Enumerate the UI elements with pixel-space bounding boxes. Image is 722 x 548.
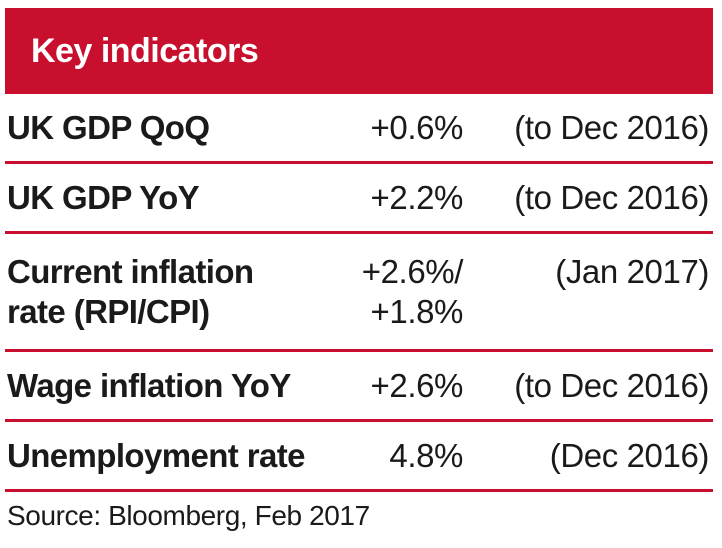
indicator-row-gdp-yoy: UK GDP YoY +2.2% (to Dec 2016) <box>5 164 713 234</box>
indicator-period: (Jan 2017) <box>555 253 709 290</box>
indicator-row-inflation: Current inflation rate (RPI/CPI) +2.6%/ … <box>5 234 713 352</box>
indicator-period: (Dec 2016) <box>549 436 710 474</box>
indicator-label: UK GDP YoY <box>7 178 200 216</box>
indicator-label: UK GDP QoQ <box>7 108 210 146</box>
indicator-row-gdp-qoq: UK GDP QoQ +0.6% (to Dec 2016) <box>5 94 713 164</box>
indicator-label: Current inflation rate (RPI/CPI) <box>7 252 254 330</box>
indicator-period: (to Dec 2016) <box>514 178 709 216</box>
indicator-label: Unemployment rate <box>7 436 305 474</box>
indicator-value: +0.6% <box>370 108 464 146</box>
panel-header: Key indicators <box>5 8 713 94</box>
key-indicators-panel: Key indicators UK GDP QoQ +0.6% (to Dec … <box>5 8 713 532</box>
indicator-label: Wage inflation YoY <box>7 366 291 404</box>
indicator-value: +2.6% <box>370 366 464 404</box>
indicator-row-wage-inflation: Wage inflation YoY +2.6% (to Dec 2016) <box>5 352 713 422</box>
indicator-value: +2.6%/ +1.8% <box>361 252 464 330</box>
indicator-period: (to Dec 2016) <box>514 108 709 146</box>
source-note: Source: Bloomberg, Feb 2017 <box>7 500 370 531</box>
panel-title: Key indicators <box>31 31 259 70</box>
indicator-value: 4.8% <box>389 436 463 474</box>
indicator-value: +2.2% <box>370 178 464 216</box>
indicator-row-unemployment: Unemployment rate 4.8% (Dec 2016) <box>5 422 713 492</box>
indicator-period: (to Dec 2016) <box>514 366 709 404</box>
